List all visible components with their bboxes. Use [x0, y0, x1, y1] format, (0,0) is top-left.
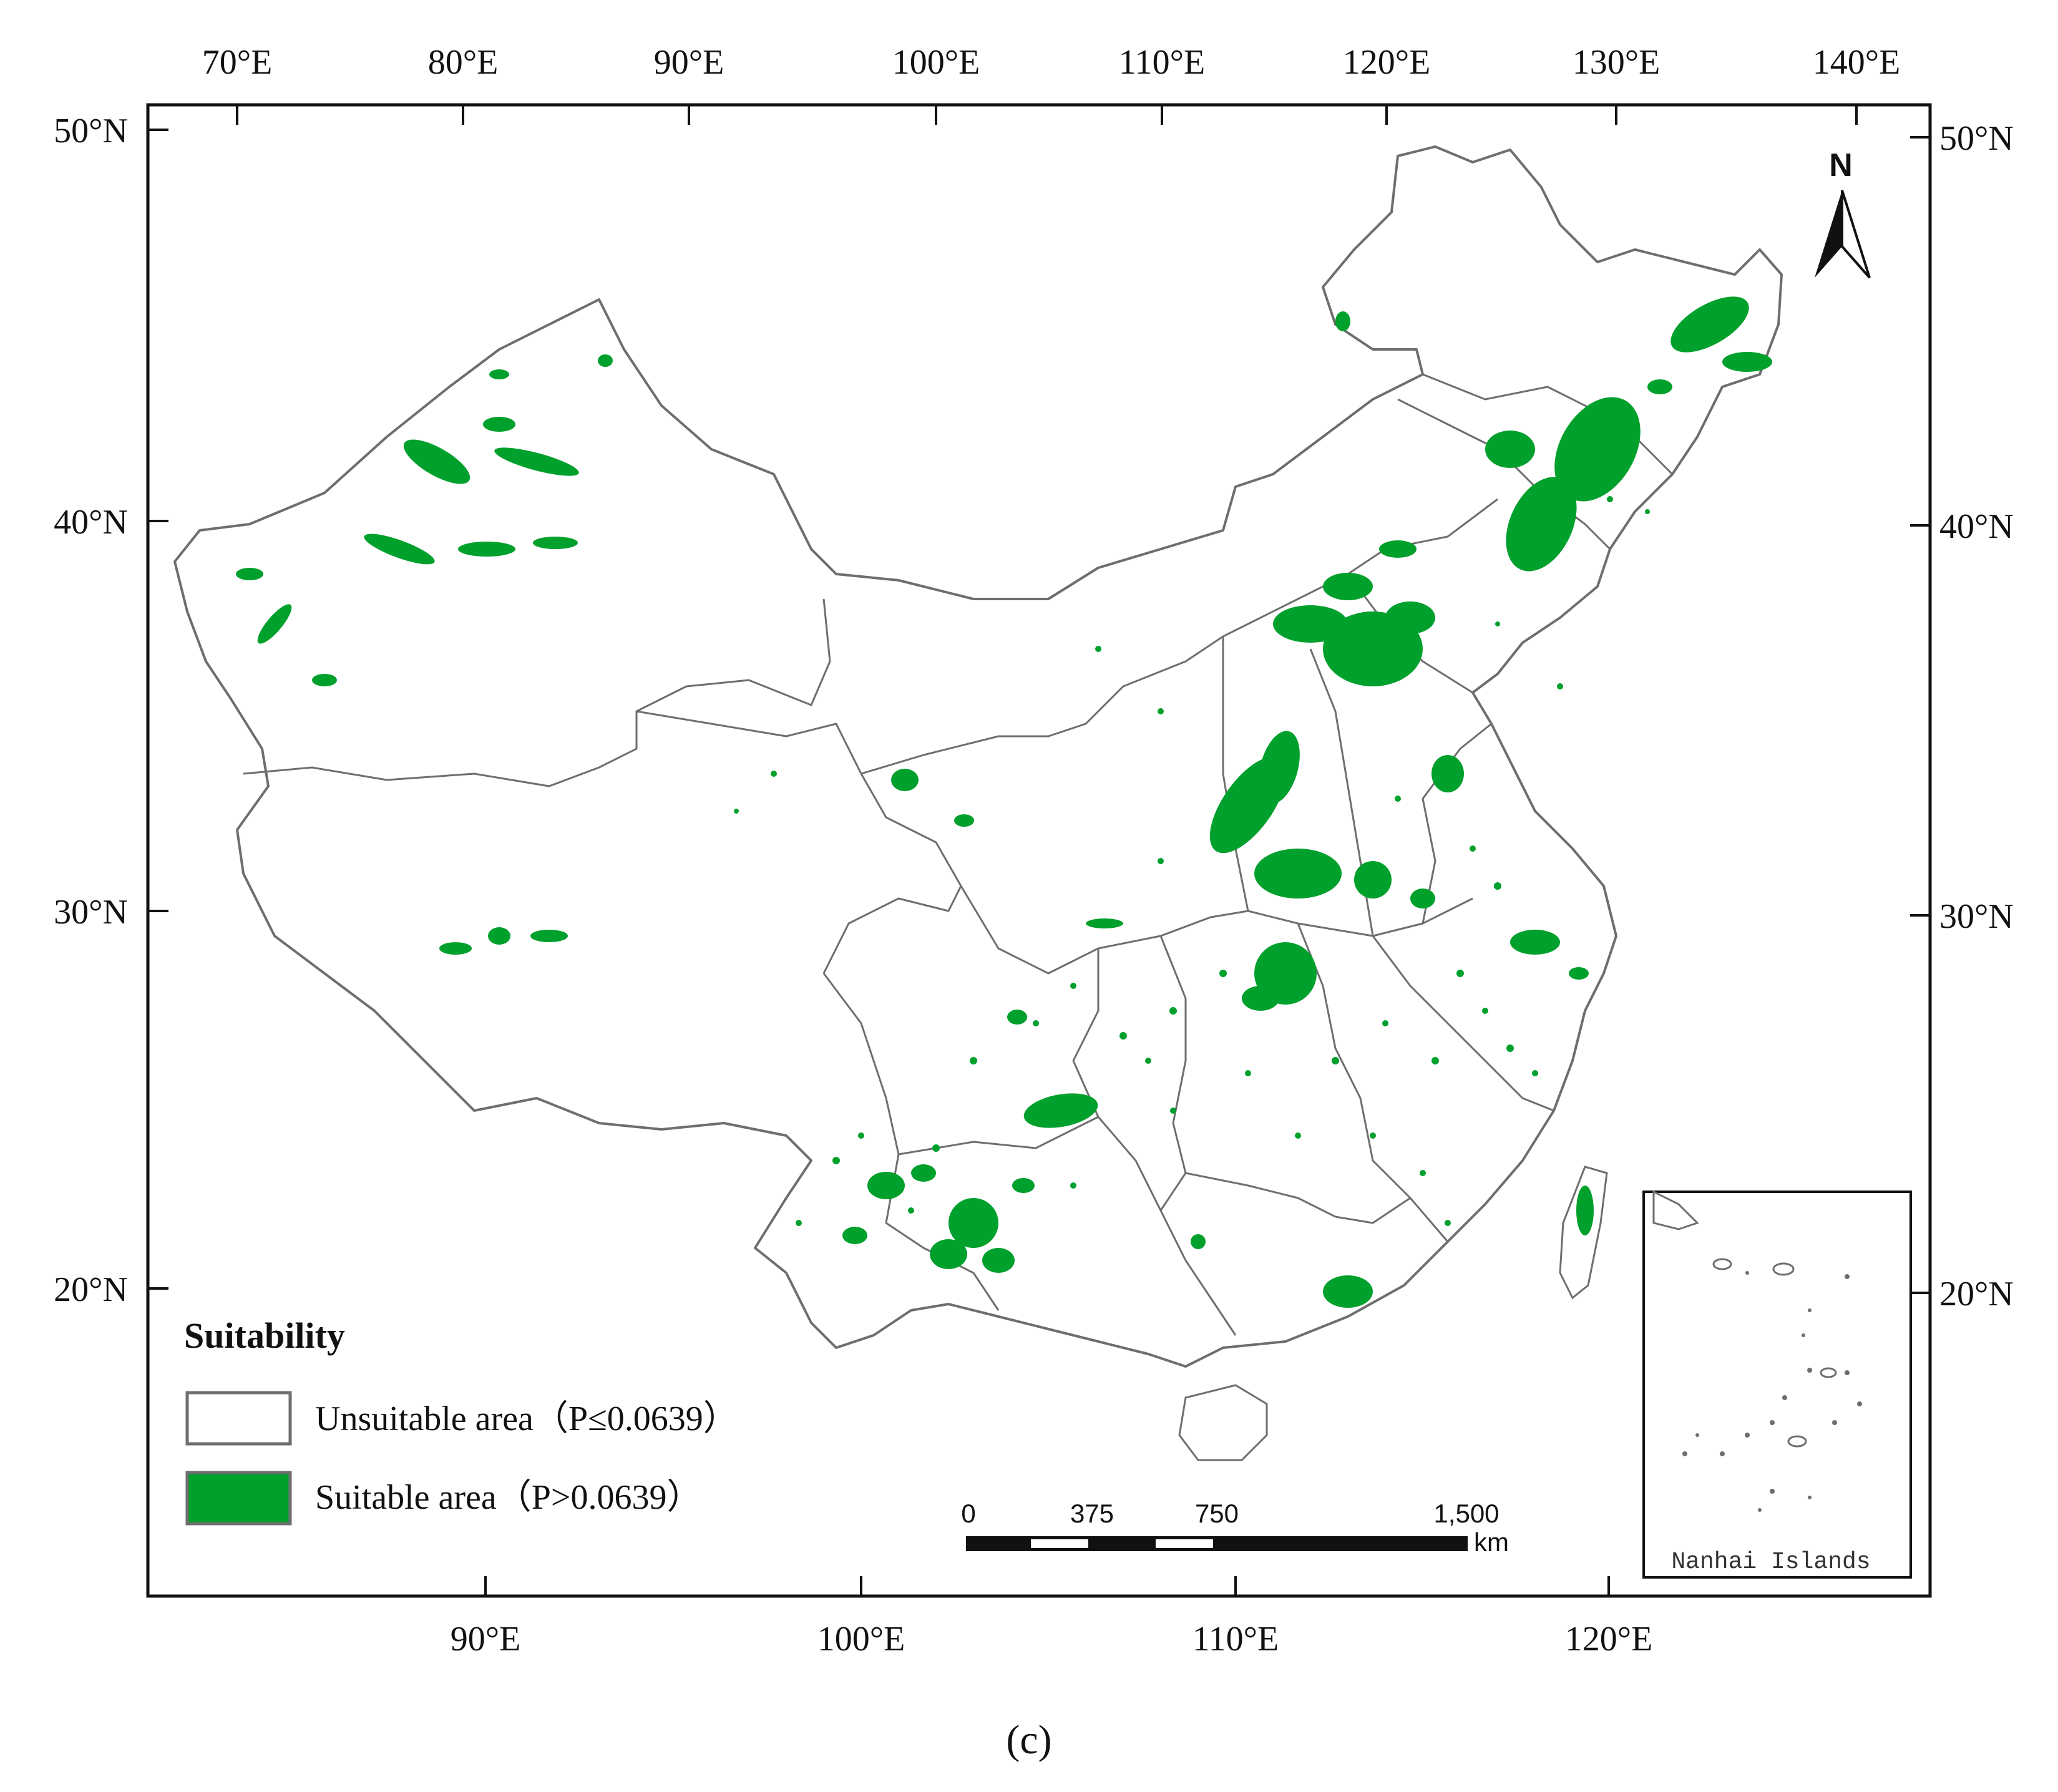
- top-lon-label: 120°E: [1343, 43, 1431, 82]
- inset-label: Nanhai Islands: [1671, 1549, 1870, 1575]
- right-lat-label: 30°N: [1939, 897, 2014, 936]
- top-lon-label: 100°E: [892, 43, 980, 82]
- top-lon-label: 110°E: [1119, 43, 1206, 82]
- top-lon-label: 70°E: [202, 43, 273, 82]
- figure-caption: (c): [1006, 1717, 1051, 1763]
- left-lat-label: 50°N: [54, 112, 128, 150]
- bottom-longitude-axis: 90°E 100°E 110°E 120°E: [451, 1576, 1653, 1658]
- left-latitude-axis: 50°N 40°N 30°N 20°N: [54, 112, 168, 1309]
- bottom-lon-label: 110°E: [1192, 1620, 1279, 1658]
- north-arrow-icon: N: [1815, 147, 1871, 279]
- province-boundaries: [243, 373, 1674, 1336]
- legend-label-unsuitable: Unsuitable area（P≤0.0639）: [315, 1400, 738, 1438]
- scale-tick-label: 0: [961, 1499, 975, 1528]
- left-lat-label: 40°N: [54, 503, 128, 542]
- bottom-lon-label: 90°E: [451, 1620, 521, 1658]
- top-lon-label: 140°E: [1813, 43, 1901, 82]
- left-lat-label: 20°N: [54, 1270, 128, 1309]
- legend-swatch-suitable: [185, 1471, 292, 1526]
- top-lon-label: 130°E: [1573, 43, 1661, 82]
- scale-bar: 0 375 750 1,500 km: [961, 1499, 1509, 1557]
- legend: Suitability Unsuitable area（P≤0.0639） Su…: [184, 1315, 738, 1526]
- right-latitude-axis: 50°N 40°N 30°N 20°N: [1910, 119, 2014, 1313]
- top-longitude-axis: 70°E 80°E 90°E 100°E 110°E 120°E 130°E 1…: [202, 43, 1901, 125]
- scale-tick-label: 1,500: [1433, 1499, 1499, 1528]
- north-label: N: [1829, 147, 1853, 183]
- scale-unit: km: [1474, 1527, 1509, 1557]
- bottom-lon-label: 100°E: [817, 1620, 905, 1658]
- legend-label-suitable: Suitable area（P>0.0639）: [315, 1478, 701, 1517]
- scale-tick-label: 750: [1195, 1499, 1239, 1528]
- hainan-outline: [1178, 1384, 1268, 1461]
- scale-tick-label: 375: [1070, 1499, 1114, 1528]
- right-lat-label: 20°N: [1939, 1275, 2014, 1313]
- right-lat-label: 40°N: [1939, 507, 2014, 546]
- suitable-area-patches: [236, 296, 1772, 1308]
- top-lon-label: 90°E: [654, 43, 724, 82]
- bottom-lon-label: 120°E: [1565, 1620, 1653, 1658]
- nanhai-inset: Nanhai Islands: [1642, 1190, 1912, 1579]
- top-lon-label: 80°E: [428, 43, 499, 82]
- right-lat-label: 50°N: [1939, 119, 2014, 158]
- china-outline: [173, 145, 1783, 1368]
- legend-swatch-unsuitable: [185, 1391, 292, 1446]
- legend-title: Suitability: [184, 1315, 345, 1356]
- suitable-area-speckles: [734, 434, 1650, 1226]
- left-lat-label: 30°N: [54, 893, 128, 932]
